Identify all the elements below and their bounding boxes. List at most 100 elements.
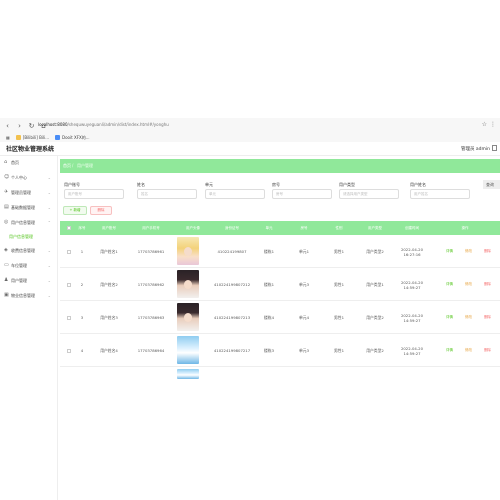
filter-input-account[interactable]: 用户账号 [64, 189, 124, 199]
chevron-down-icon: ⌄ [47, 263, 51, 268]
avatar [177, 369, 199, 379]
filter-input-name[interactable]: 姓名 [137, 189, 197, 199]
folder-icon [15, 135, 21, 140]
fee-icon: ◈ [4, 247, 8, 253]
edit-button[interactable]: 修改 [465, 249, 472, 253]
row-delete-button[interactable]: 删除 [484, 315, 491, 319]
edit-button[interactable]: 修改 [465, 348, 472, 352]
table-header: 序号 用户账号 用户手机号 用户头像 身份证号 单元 房号 性别 用户类型 创建… [60, 221, 500, 235]
query-button[interactable]: 查询 [483, 180, 500, 189]
building-icon: ▣ [4, 292, 9, 298]
home-browser-icon[interactable]: ⌂ [41, 121, 46, 130]
row-checkbox[interactable] [63, 268, 75, 301]
add-button[interactable]: + 新增 [63, 206, 87, 215]
cell-account: 用户姓名2 [100, 282, 118, 287]
cell-unit: 楼栋3 [263, 348, 274, 353]
sidebar-item-user-info[interactable]: ◎ 用户信息管理 ⌃ [0, 217, 58, 228]
row-checkbox[interactable] [63, 334, 75, 367]
filter-input-room[interactable]: 房号 [272, 189, 332, 199]
select-all-checkbox[interactable] [63, 221, 75, 235]
row-delete-button[interactable]: 删除 [484, 249, 491, 253]
cell-created: 2022-04-20 14:59:27 [400, 279, 424, 290]
cell-user-type: 用户类型2 [366, 348, 384, 353]
logout-icon[interactable] [492, 145, 497, 151]
app-title: 社区物业管理系统 [6, 146, 55, 153]
apps-icon[interactable]: ▦ [6, 135, 10, 140]
cell-phone: 17703786961 [137, 249, 165, 254]
view-button[interactable]: 详情 [446, 282, 453, 286]
chevron-down-icon: ⌄ [47, 190, 51, 195]
cell-created: 2022-04-20 16:27:16 [400, 246, 424, 257]
edit-button[interactable]: 修改 [465, 282, 472, 286]
sidebar-item-profile[interactable]: ☺ 个人中心 ⌄ [0, 172, 58, 183]
browser-nav-bar: ‹ › ↻ ⌂ localhost:8080/shequwuyeguanli/a… [0, 120, 500, 132]
header-user-type: 用户类型 [368, 226, 382, 230]
admin-label: 管理员 admin [460, 147, 490, 152]
star-icon[interactable]: ☆ [481, 121, 487, 128]
bookmark-item[interactable]: [Bilibili] Bili... [15, 135, 49, 140]
forward-icon[interactable]: › [18, 121, 21, 130]
sidebar-item-property[interactable]: ▣ 物业信息管理 ⌄ [0, 290, 58, 301]
row-checkbox[interactable] [63, 301, 75, 334]
cell-unit: 楼栋1 [263, 249, 274, 254]
cell-idcard: 410224199807217 [213, 348, 251, 353]
sidebar-item-users[interactable]: ♟ 用户管理 ⌄ [0, 275, 58, 286]
people-icon: ♟ [4, 277, 9, 283]
cell-account: 用户姓名4 [100, 348, 118, 353]
header-room: 房号 [300, 226, 308, 230]
breadcrumb-current: 用户管理 [77, 163, 93, 168]
header-index: 序号 [78, 226, 86, 230]
car-icon: ▭ [4, 262, 9, 268]
header-actions: 操作 [461, 226, 469, 230]
header-idcard: 身份证号 [225, 226, 239, 230]
menu-icon[interactable]: ⋮ [490, 121, 496, 128]
cell-gender: 男性1 [333, 348, 344, 353]
cell-user-type: 用户类型1 [366, 282, 384, 287]
sidebar-item-home[interactable]: ⌂ 首页 [4, 159, 19, 166]
view-button[interactable]: 详情 [446, 348, 453, 352]
edit-button[interactable]: 修改 [465, 315, 472, 319]
row-delete-button[interactable]: 删除 [484, 282, 491, 286]
breadcrumb-home[interactable]: 首页 [63, 163, 71, 168]
sidebar-item-fees[interactable]: ◈ 收费信息管理 ⌄ [0, 245, 58, 256]
sidebar-item-admins[interactable]: ✈ 管理员管理 ⌄ [0, 187, 58, 198]
sidebar: ⌂ 首页 ☺ 个人中心 ⌄ ✈ 管理员管理 ⌄ ▤ 基础数据管理 ⌄ ◎ 用户信息管理 ⌃ 用户信… [0, 156, 58, 500]
chevron-up-icon: ⌃ [47, 220, 51, 225]
row-checkbox[interactable] [63, 235, 75, 268]
filter-label-name: 姓名 [137, 182, 145, 187]
view-button[interactable]: 详情 [446, 249, 453, 253]
cell-gender: 男性1 [333, 315, 344, 320]
cell-created: 2022-04-20 14:59:27 [400, 345, 424, 356]
delete-button[interactable]: 删除 [90, 206, 112, 215]
reload-icon[interactable]: ↻ [28, 121, 35, 130]
app-header: 社区物业管理系统 管理员 admin [0, 142, 500, 156]
sidebar-item-parking[interactable]: ▭ 车位管理 ⌄ [0, 260, 58, 271]
breadcrumb: 首页 / 用户管理 [60, 159, 500, 173]
cell-gender: 男性1 [333, 282, 344, 287]
table-row: 3 用户姓名3 17703786963 410224199807213 楼栋4 … [60, 301, 500, 334]
sidebar-item-basic-data[interactable]: ▤ 基础数据管理 ⌄ [0, 202, 58, 213]
address-bar[interactable]: localhost:8080/shequwuyeguanli/admin/dis… [38, 120, 478, 130]
folder-icon [55, 135, 61, 140]
row-delete-button[interactable]: 删除 [484, 348, 491, 352]
cell-phone: 17703786962 [137, 282, 165, 287]
header-unit: 单元 [265, 226, 273, 230]
header-account: 用户账号 [102, 226, 116, 230]
admin-icon: ✈ [4, 189, 9, 195]
bookmark-item[interactable]: Dooit XFX的... [55, 135, 90, 141]
filter-label-unit: 单元 [205, 182, 213, 187]
header-created: 创建时间 [405, 226, 419, 230]
cell-phone: 17703786963 [137, 315, 165, 320]
filter-label-user-type: 用户类型 [339, 182, 355, 187]
filter-select-user-type[interactable]: 请选择用户类型 [339, 189, 399, 199]
back-icon[interactable]: ‹ [6, 121, 9, 130]
filter-input-unit[interactable]: 单元 [205, 189, 265, 199]
table-row: 4 用户姓名4 17703786964 410224199807217 楼栋3 … [60, 334, 500, 367]
filter-input-user-name[interactable]: 用户姓名 [410, 189, 470, 199]
cell-index: 1 [80, 249, 84, 254]
bookmarks-bar: ▦ [Bilibili] Bili... Dooit XFX的... [0, 133, 500, 142]
view-button[interactable]: 详情 [446, 315, 453, 319]
cell-index: 4 [80, 348, 84, 353]
sidebar-subitem-user-info[interactable]: 用户信息管理 [9, 234, 33, 239]
chevron-down-icon: ⌄ [47, 205, 51, 210]
